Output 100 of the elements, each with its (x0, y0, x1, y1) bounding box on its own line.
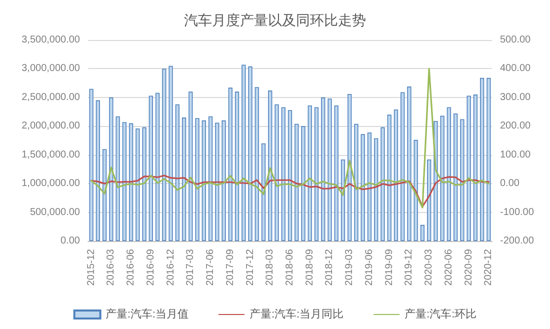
x-tick-label: 2016-03 (106, 248, 117, 286)
x-tick-label: 2016-09 (145, 248, 156, 286)
bar (367, 132, 372, 241)
bar (294, 124, 299, 241)
y-tick-label: 3,000,000.00 (22, 63, 80, 74)
x-tick-label: 2020-09 (463, 248, 474, 286)
bar (460, 119, 464, 241)
bar (380, 127, 385, 241)
y2-tick-label: -200.00 (500, 236, 534, 246)
bar (400, 92, 405, 241)
bar (109, 97, 114, 241)
x-tick-label: 2019-06 (364, 248, 375, 286)
bar (394, 109, 398, 241)
bar (202, 120, 206, 241)
bar (308, 105, 312, 241)
bar (274, 104, 279, 241)
chart-title: 汽车月度产量以及同环比走势 (184, 12, 366, 28)
x-tick-label: 2018-06 (284, 248, 296, 286)
y-tick-label: 1,500,000.00 (22, 149, 80, 160)
x-tick-label: 2020-12 (483, 248, 494, 286)
bar (228, 88, 232, 241)
x-tick-label: 2016-06 (126, 248, 137, 286)
bar (89, 88, 94, 241)
bar (440, 116, 444, 241)
x-tick-label: 2020-03 (424, 248, 435, 286)
bar (314, 107, 319, 241)
bar (354, 124, 358, 241)
bar (248, 66, 252, 241)
bar (348, 94, 352, 241)
line-series (90, 68, 490, 208)
y-tick-label: 3,500,000.00 (22, 34, 80, 46)
bar (466, 96, 471, 241)
bar (222, 120, 226, 241)
y-tick-label: 2,000,000.00 (22, 120, 80, 132)
bar (454, 114, 458, 241)
y2-tick-label: 100.00 (500, 149, 532, 160)
bar (215, 122, 220, 241)
bar (446, 107, 452, 241)
x-tick-label: 2015-12 (86, 248, 97, 286)
bar (360, 134, 365, 241)
bar (162, 68, 166, 241)
bar (102, 149, 107, 241)
bar (96, 100, 100, 241)
x-tick-label: 2017-03 (185, 248, 196, 286)
bar (414, 140, 418, 241)
bar (234, 92, 240, 241)
bar (473, 94, 478, 241)
x-tick-label: 2016-12 (165, 248, 176, 286)
x-tick-label: 2018-03 (264, 248, 276, 286)
bar (148, 96, 153, 241)
bar (242, 64, 246, 241)
bar (136, 128, 140, 241)
bar (195, 118, 200, 241)
y-tick-label: 0.00 (60, 236, 80, 246)
y2-tick-label: -100.00 (500, 206, 534, 218)
x-tick-label: 2018-09 (304, 248, 316, 286)
bar (188, 92, 193, 241)
x-tick-label: 2017-09 (224, 248, 236, 286)
legend-label: 产量:汽车:当月值 (105, 308, 188, 320)
legend-label: 产量:汽车:环比 (404, 308, 477, 320)
bar (374, 138, 378, 241)
x-tick-label: 2019-12 (404, 248, 415, 286)
bar (340, 159, 346, 241)
bar (128, 123, 134, 241)
y-tick-label: 2,500,000.00 (22, 92, 80, 103)
y2-tick-label: 400.00 (500, 63, 532, 74)
x-tick-label: 2017-12 (244, 248, 256, 286)
bar (480, 78, 484, 241)
bar (407, 86, 412, 241)
bar (261, 143, 266, 241)
bar (208, 116, 213, 241)
bar (387, 114, 392, 241)
bar (420, 224, 425, 241)
x-tick-label: 2017-06 (205, 248, 216, 286)
x-tick-label: 2018-12 (324, 248, 336, 286)
x-tick-label: 2019-09 (384, 248, 395, 286)
y2-tick-label: 300.00 (500, 92, 532, 103)
bar (254, 87, 259, 241)
bar (321, 97, 326, 241)
x-tick-label: 2020-06 (443, 248, 454, 286)
y2-tick-label: 500.00 (500, 34, 532, 46)
bar (334, 105, 338, 241)
bar (168, 66, 173, 241)
bar (301, 126, 306, 241)
bar (328, 98, 332, 241)
bar (281, 107, 286, 241)
legend-label: 产量:汽车:当月同比 (249, 308, 344, 320)
y-tick-label: 1,000,000.00 (22, 178, 80, 190)
y2-tick-label: 200.00 (500, 120, 532, 132)
bar (155, 92, 160, 241)
y2-tick-label: 0.00 (500, 178, 520, 190)
bar (486, 78, 491, 241)
line-series (90, 174, 490, 208)
bar (268, 90, 272, 241)
bar (175, 104, 180, 241)
bar (122, 122, 126, 241)
y-tick-label: 500,000.00 (30, 206, 80, 218)
bar (182, 118, 186, 241)
bar (427, 159, 432, 241)
x-tick-label: 2019-03 (344, 248, 356, 286)
